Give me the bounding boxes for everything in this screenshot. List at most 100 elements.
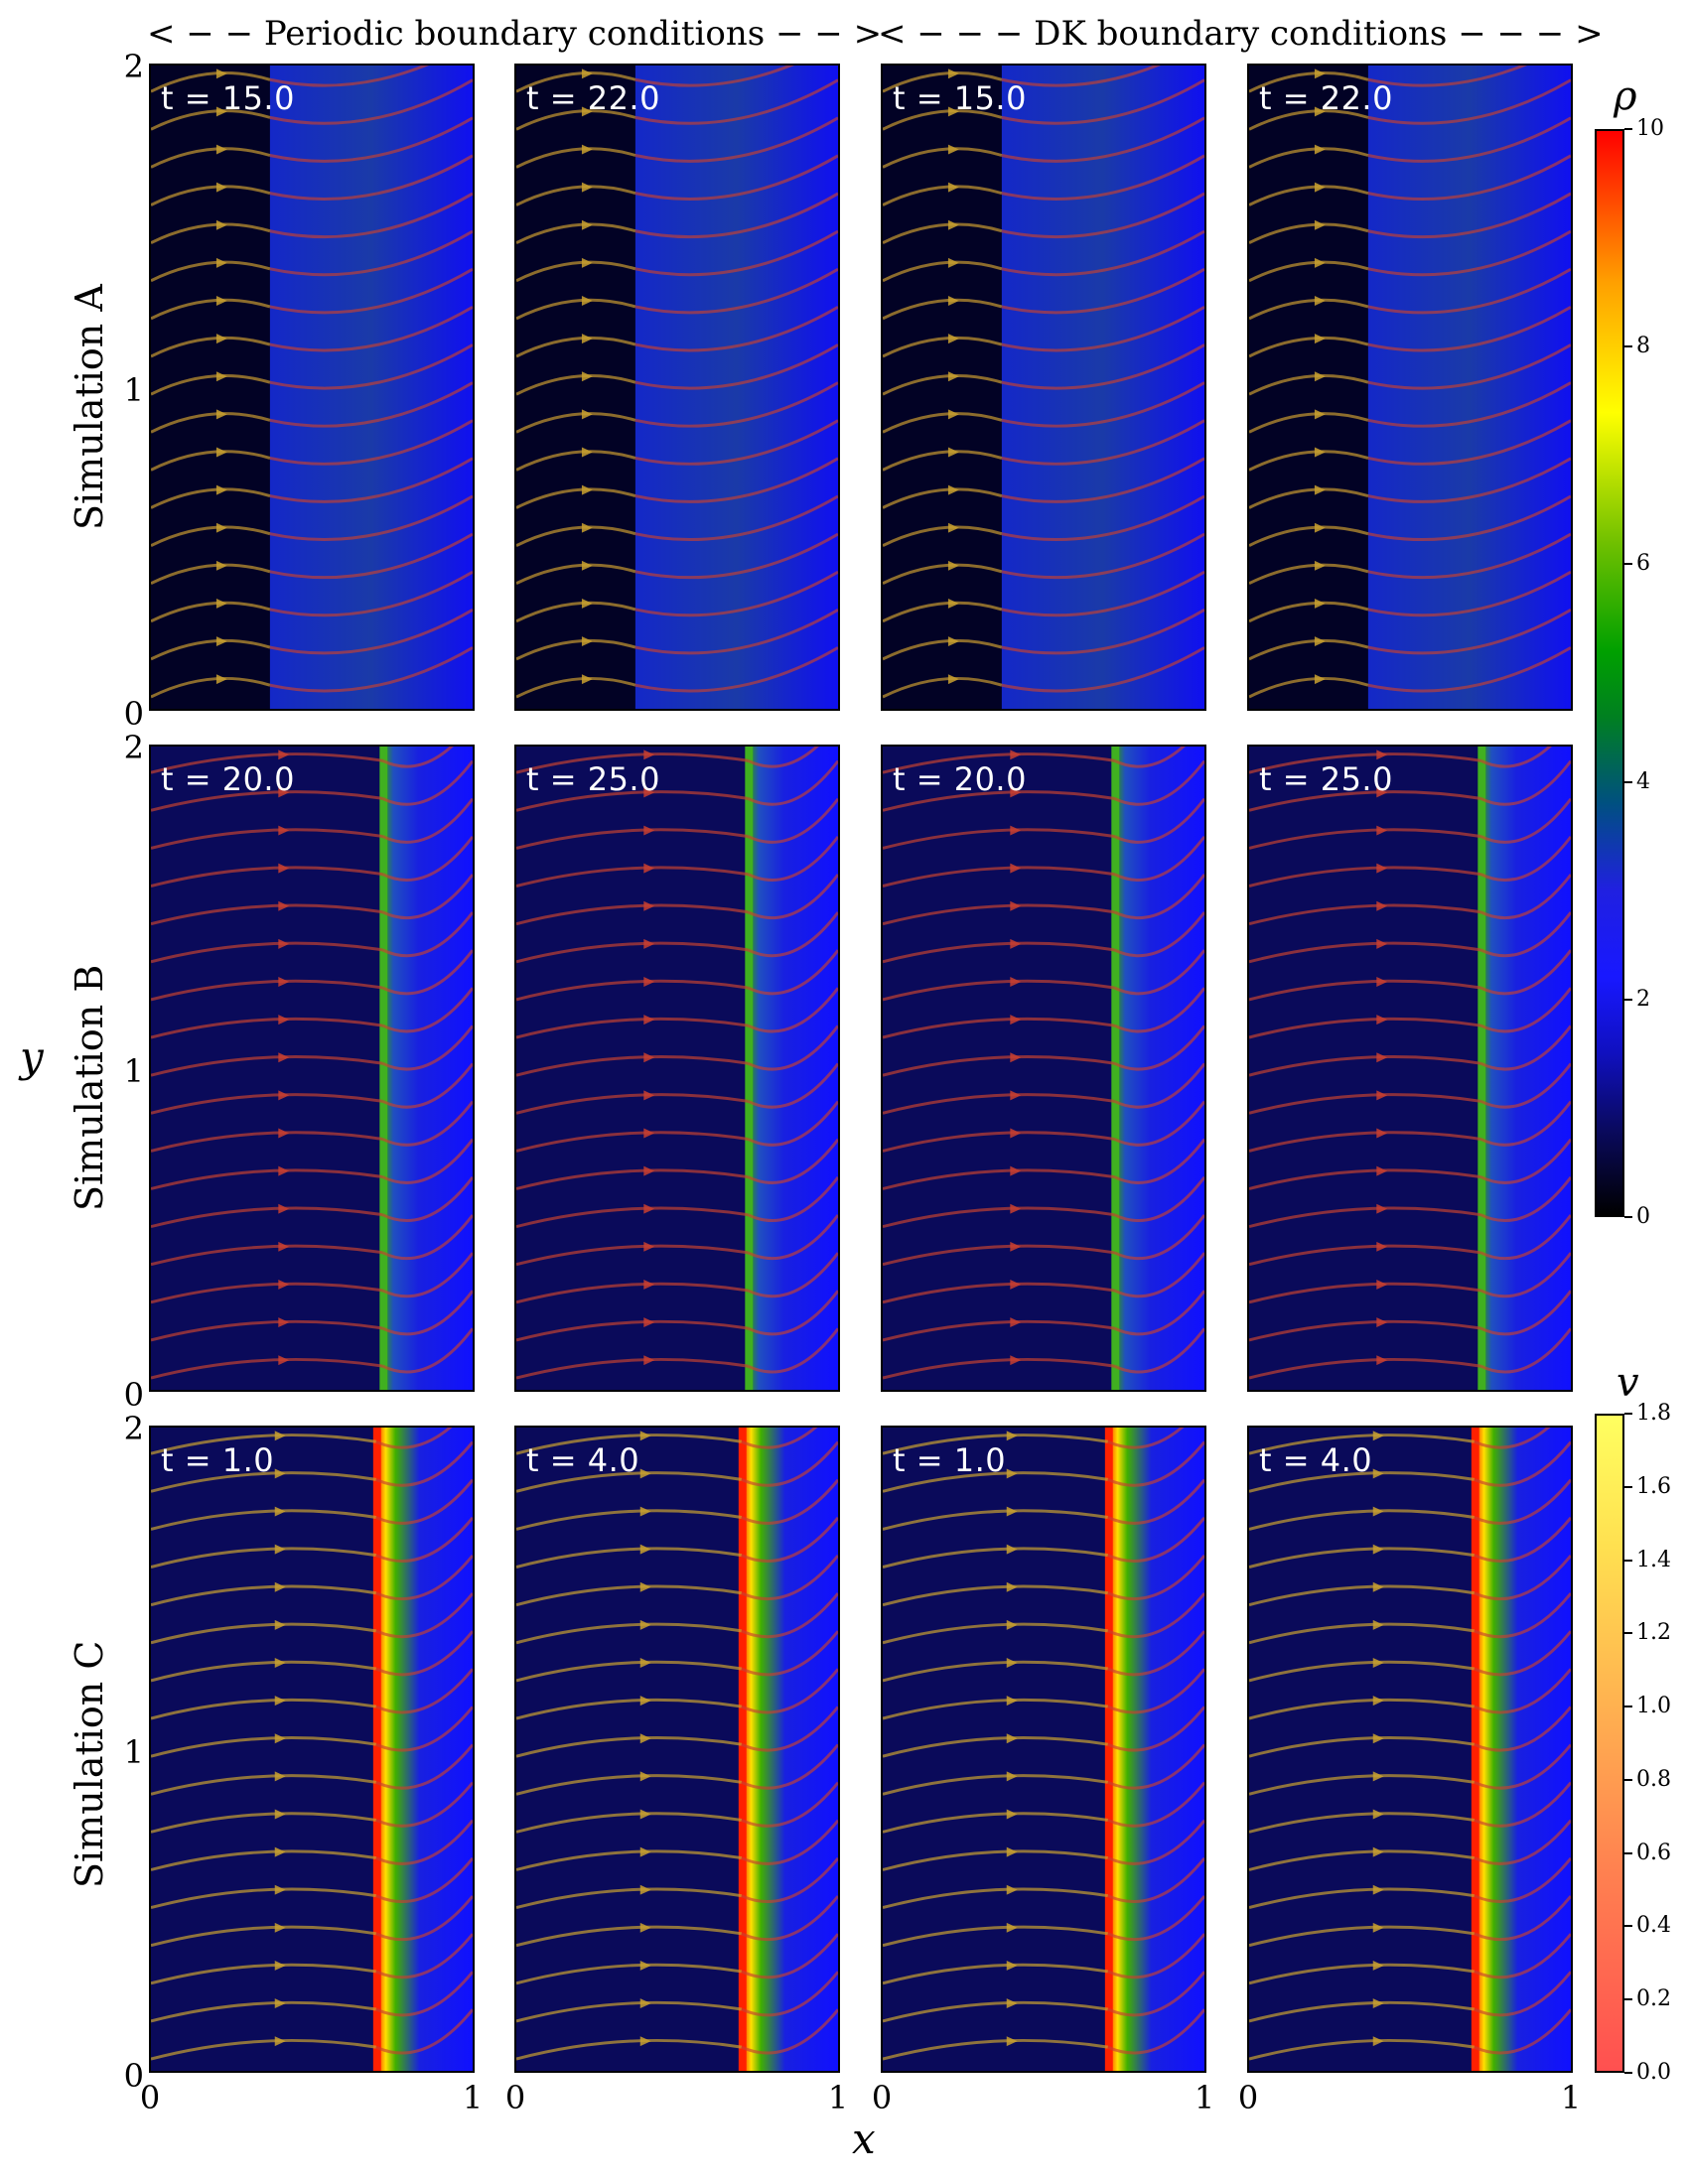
streamline-arrow xyxy=(639,1960,651,1971)
streamline-arrow xyxy=(1376,1279,1388,1290)
streamline-arrow xyxy=(643,1355,655,1366)
streamline-upstream xyxy=(151,828,383,850)
x-tick-col2-0: 0 xyxy=(504,2079,526,2116)
streamline-arrow xyxy=(581,106,593,117)
streamline-downstream xyxy=(381,1252,473,1298)
streamline-upstream xyxy=(1249,2038,1476,2061)
streamline-downstream xyxy=(269,116,473,163)
streamline-arrow xyxy=(1372,1696,1384,1706)
streamline-arrow xyxy=(643,863,655,874)
streamline-downstream xyxy=(1474,1856,1571,1904)
streamline-upstream xyxy=(883,525,1003,547)
colorbar-tick-mark xyxy=(1624,1925,1632,1928)
time-label: t = 1.0 xyxy=(893,1441,1007,1479)
streamline-upstream xyxy=(151,1282,383,1304)
streamline-arrow xyxy=(1006,1809,1018,1820)
streamline-upstream xyxy=(516,1168,749,1190)
shock-front xyxy=(1471,1428,1479,2071)
streamline-upstream xyxy=(883,1963,1109,1985)
streamline-downstream xyxy=(269,381,473,428)
streamline-arrow xyxy=(274,1922,286,1933)
streamline-upstream xyxy=(883,1660,1109,1683)
streamline-downstream xyxy=(741,1428,818,1449)
streamline-upstream xyxy=(516,525,636,547)
streamline-downstream xyxy=(1474,1440,1571,1487)
streamline-downstream xyxy=(1479,874,1571,920)
streamline-downstream xyxy=(741,1516,838,1563)
y-tick-row2-1: 1 xyxy=(123,1052,144,1090)
streamline-arrow xyxy=(581,598,593,609)
streamline-downstream xyxy=(269,78,473,125)
streamline-upstream xyxy=(1249,487,1369,509)
streamline-arrow xyxy=(1006,1998,1018,2009)
time-label: t = 4.0 xyxy=(1259,1441,1373,1479)
streamline-downstream xyxy=(1107,1516,1204,1563)
time-label: t = 25.0 xyxy=(1259,760,1393,798)
streamline-arrow xyxy=(1372,1884,1384,1895)
streamline-arrow xyxy=(581,484,593,495)
y-tick-row2-0: 0 xyxy=(123,1376,144,1414)
rho-colorbar-title: ρ xyxy=(1614,73,1637,119)
streamline-upstream xyxy=(883,1055,1115,1077)
streamline-downstream xyxy=(747,1252,838,1298)
streamline-upstream xyxy=(151,1622,377,1645)
streamline-downstream xyxy=(741,1668,838,1714)
streamline-downstream xyxy=(1474,1895,1571,1942)
streamline-downstream xyxy=(1479,1290,1571,1336)
streamline-arrow xyxy=(278,1015,290,1025)
streamline-upstream xyxy=(1249,979,1481,1002)
panel-field xyxy=(1249,66,1571,709)
streamline-upstream xyxy=(151,941,383,964)
streamline-upstream xyxy=(1249,525,1369,547)
streamline-downstream xyxy=(1367,532,1571,580)
streamline-upstream xyxy=(516,185,636,206)
streamline-downstream xyxy=(381,1062,473,1109)
streamline-arrow xyxy=(947,447,959,458)
streamline-upstream xyxy=(151,222,271,244)
streamline-arrow xyxy=(215,257,227,268)
streamline-arrow xyxy=(215,522,227,533)
time-label: t = 15.0 xyxy=(161,79,295,117)
x-tick-col4-1: 1 xyxy=(1560,2079,1582,2116)
x-tick-col1-1: 1 xyxy=(462,2079,484,2116)
streamline-upstream xyxy=(151,1093,383,1115)
streamline-arrow xyxy=(1372,1544,1384,1555)
streamline-downstream xyxy=(269,608,473,655)
streamline-upstream xyxy=(883,601,1003,623)
colorbar-tick-mark xyxy=(1624,1851,1632,1854)
streamline-downstream xyxy=(741,1781,838,1828)
streamline-arrow xyxy=(1376,1052,1388,1063)
streamline-arrow xyxy=(1010,1015,1022,1025)
panel-field xyxy=(883,747,1204,1390)
streamline-downstream xyxy=(1107,1668,1204,1714)
streamline-upstream xyxy=(516,828,749,850)
streamline-upstream xyxy=(151,2038,377,2061)
streamline-arrow xyxy=(278,1090,290,1101)
streamline-arrow xyxy=(1314,334,1326,344)
streamline-upstream xyxy=(151,260,271,283)
streamline-downstream xyxy=(269,457,473,503)
streamline-upstream xyxy=(151,1925,377,1948)
streamline-downstream xyxy=(1113,1290,1204,1336)
streamline-arrow xyxy=(215,560,227,571)
streamline-arrow xyxy=(1372,2036,1384,2047)
streamline-upstream xyxy=(883,2000,1109,2023)
streamline-downstream xyxy=(269,229,473,277)
streamline-downstream xyxy=(1113,759,1204,806)
streamline-arrow xyxy=(643,977,655,987)
streamline-upstream xyxy=(516,1698,743,1720)
time-label: t = 1.0 xyxy=(161,1441,275,1479)
streamline-arrow xyxy=(947,219,959,230)
streamline-upstream xyxy=(516,1017,749,1039)
streamline-arrow xyxy=(947,674,959,685)
streamline-arrow xyxy=(1010,938,1022,949)
streamline-upstream xyxy=(516,601,636,623)
streamline-upstream xyxy=(516,1433,743,1455)
streamline-arrow xyxy=(274,1733,286,1744)
streamline-arrow xyxy=(1376,787,1388,798)
streamline-upstream xyxy=(883,147,1003,169)
streamline-upstream xyxy=(151,1774,377,1796)
streamline-downstream xyxy=(381,1024,473,1071)
streamline-upstream xyxy=(883,941,1115,964)
streamline-arrow xyxy=(947,636,959,647)
